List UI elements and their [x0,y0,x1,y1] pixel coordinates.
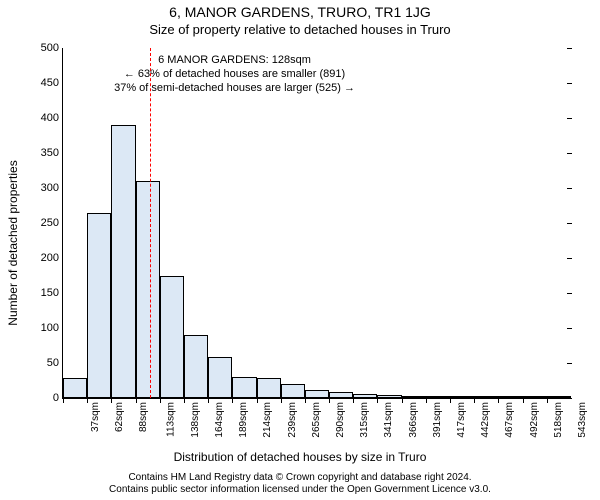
x-tick-label: 164sqm [214,402,225,438]
x-tick-label: 518sqm [552,402,563,438]
y-tick-label: 250 [21,217,63,229]
x-tick-mark [353,398,354,403]
chart-container: 6, MANOR GARDENS, TRURO, TR1 1JG Size of… [0,0,600,500]
y-tick-mark [567,293,572,294]
y-tick-label: 100 [21,322,63,334]
x-tick-label: 189sqm [238,402,249,438]
x-tick-mark [63,398,64,403]
x-tick-label: 88sqm [138,402,149,432]
y-tick-label: 300 [21,182,63,194]
histogram-bar [402,396,426,398]
x-tick-label: 37sqm [90,402,101,432]
x-tick-label: 442sqm [480,402,491,438]
histogram-bar [426,396,450,398]
histogram-bar [63,378,87,398]
plot-area: 6 MANOR GARDENS: 128sqm ← 63% of detache… [62,48,571,399]
histogram-bar [305,390,329,398]
y-tick-mark [567,83,572,84]
histogram-bar [353,394,377,398]
x-tick-label: 366sqm [407,402,418,438]
x-tick-mark [377,398,378,403]
histogram-bar [257,378,281,398]
x-tick-label: 341sqm [383,402,394,438]
y-tick-mark [567,223,572,224]
histogram-bar [136,181,160,398]
y-tick-mark [567,328,572,329]
y-tick-mark [567,118,572,119]
x-tick-label: 62sqm [114,402,125,432]
y-tick-mark [567,188,572,189]
x-tick-mark [305,398,306,403]
y-tick-mark [567,258,572,259]
x-tick-label: 492sqm [528,402,539,438]
x-tick-mark [426,398,427,403]
y-tick-label: 150 [21,287,63,299]
x-tick-mark [136,398,137,403]
x-tick-mark [474,398,475,403]
y-tick-label: 450 [21,77,63,89]
histogram-bar [281,384,305,398]
histogram-bar [208,357,232,398]
chart-subtitle: Size of property relative to detached ho… [0,22,600,37]
x-tick-mark [208,398,209,403]
x-tick-mark [281,398,282,403]
y-tick-label: 0 [21,392,63,404]
x-tick-label: 467sqm [504,402,515,438]
reference-annotation: 6 MANOR GARDENS: 128sqm ← 63% of detache… [110,52,359,97]
histogram-bar [160,276,184,399]
x-tick-mark [160,398,161,403]
histogram-bar [329,392,353,398]
histogram-bar [547,396,571,398]
y-tick-label: 500 [21,42,63,54]
histogram-bar [377,395,401,398]
y-tick-mark [567,153,572,154]
histogram-bar [450,396,474,398]
x-tick-mark [523,398,524,403]
y-axis-label: Number of detached properties [6,78,20,243]
x-tick-mark [232,398,233,403]
reference-line [150,48,151,398]
x-tick-mark [257,398,258,403]
y-tick-label: 400 [21,112,63,124]
y-tick-mark [567,398,572,399]
histogram-bar [474,396,498,398]
x-tick-mark [450,398,451,403]
histogram-bar [87,213,111,399]
x-tick-label: 214sqm [262,402,273,438]
x-tick-label: 239sqm [286,402,297,438]
x-tick-label: 417sqm [456,402,467,438]
footnote-line-2: Contains public sector information licen… [0,484,600,496]
footnote: Contains HM Land Registry data © Crown c… [0,472,600,496]
x-tick-label: 138sqm [190,402,201,438]
x-axis-label: Distribution of detached houses by size … [0,450,600,464]
x-tick-mark [498,398,499,403]
x-tick-label: 265sqm [311,402,322,438]
x-tick-mark [547,398,548,403]
x-tick-mark [329,398,330,403]
y-tick-mark [567,363,572,364]
x-tick-label: 391sqm [432,402,443,438]
histogram-bar [498,396,522,398]
x-tick-label: 315sqm [359,402,370,438]
y-tick-label: 200 [21,252,63,264]
page-title: 6, MANOR GARDENS, TRURO, TR1 1JG [0,4,600,20]
y-tick-label: 350 [21,147,63,159]
x-tick-label: 113sqm [165,402,176,437]
histogram-bar [111,125,135,398]
y-tick-label: 50 [21,357,63,369]
histogram-bar [523,396,547,398]
histogram-bar [184,335,208,398]
footnote-line-1: Contains HM Land Registry data © Crown c… [0,472,600,484]
x-tick-mark [111,398,112,403]
y-tick-mark [567,48,572,49]
x-tick-mark [87,398,88,403]
x-tick-mark [184,398,185,403]
x-tick-mark [402,398,403,403]
histogram-bar [232,377,256,398]
x-tick-label: 290sqm [335,402,346,438]
x-tick-label: 543sqm [577,402,588,438]
